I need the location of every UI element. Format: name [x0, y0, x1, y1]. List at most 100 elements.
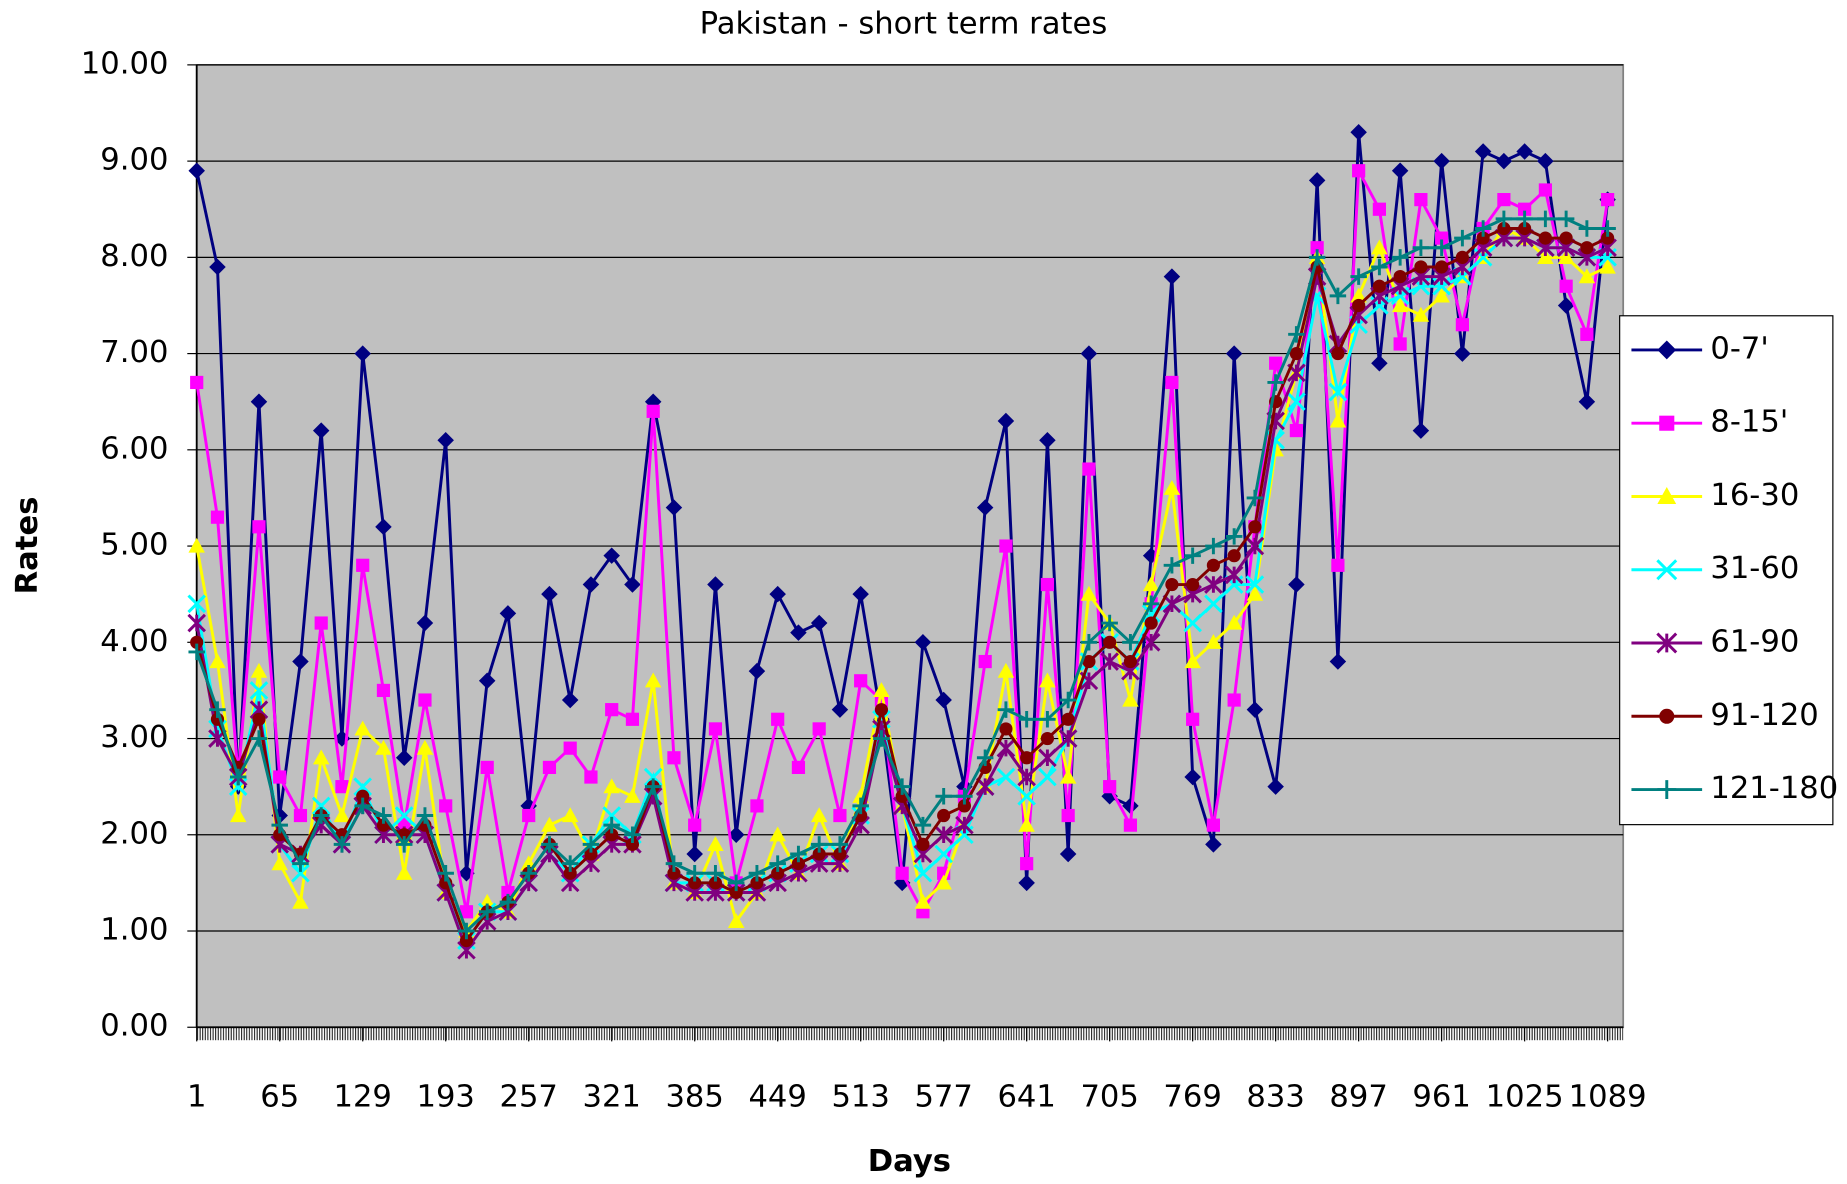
marker — [1352, 164, 1366, 178]
marker — [1186, 712, 1200, 726]
marker — [976, 499, 994, 516]
marker — [375, 739, 392, 755]
marker — [957, 799, 972, 813]
marker — [812, 722, 826, 736]
marker — [893, 778, 911, 795]
marker — [1206, 558, 1221, 572]
legend-label: 91-120 — [1710, 698, 1818, 733]
marker — [1142, 576, 1160, 592]
marker — [187, 594, 207, 614]
marker — [1474, 143, 1492, 160]
marker — [273, 770, 287, 784]
marker — [1186, 577, 1200, 592]
x-tick-label: 65 — [260, 1079, 299, 1114]
marker — [1435, 260, 1449, 274]
marker — [1578, 268, 1596, 284]
marker — [1038, 748, 1057, 768]
x-tick-label: 257 — [499, 1079, 557, 1114]
marker — [1656, 632, 1678, 654]
marker — [1205, 537, 1222, 555]
marker — [333, 836, 351, 853]
marker — [1141, 633, 1161, 652]
x-tick-label: 577 — [914, 1079, 972, 1114]
marker — [209, 258, 226, 276]
marker — [810, 807, 828, 823]
legend-label: 61-90 — [1710, 625, 1799, 660]
marker — [688, 818, 702, 832]
marker — [729, 885, 743, 900]
marker — [1308, 249, 1326, 266]
marker — [810, 836, 828, 853]
marker — [999, 722, 1013, 736]
marker — [312, 807, 330, 824]
marker — [416, 739, 434, 755]
marker — [499, 893, 517, 911]
marker — [750, 799, 764, 813]
x-tick-label: 193 — [416, 1079, 474, 1114]
marker — [602, 806, 621, 825]
marker — [584, 847, 598, 861]
marker — [1495, 210, 1513, 228]
marker — [354, 720, 371, 736]
marker — [1246, 489, 1264, 507]
marker — [478, 672, 496, 690]
marker — [561, 807, 579, 823]
marker — [1165, 577, 1179, 592]
marker — [976, 749, 994, 767]
marker — [1123, 818, 1138, 832]
marker — [624, 576, 641, 593]
marker — [667, 866, 681, 880]
marker — [874, 703, 889, 717]
marker — [1455, 318, 1469, 332]
marker — [188, 643, 205, 661]
marker — [643, 767, 663, 787]
marker — [1414, 260, 1428, 274]
marker — [1516, 143, 1533, 160]
marker — [1601, 193, 1615, 207]
marker — [624, 788, 641, 803]
marker — [1248, 520, 1262, 534]
marker — [1580, 241, 1594, 255]
legend-label: 8-15' — [1710, 405, 1788, 440]
marker — [1537, 249, 1554, 264]
marker — [605, 703, 619, 717]
marker — [1204, 575, 1223, 594]
marker — [934, 825, 953, 845]
marker — [833, 847, 847, 861]
marker — [1557, 210, 1575, 228]
marker — [1017, 786, 1036, 806]
marker — [852, 797, 869, 815]
marker — [1518, 202, 1532, 216]
marker — [1433, 239, 1450, 256]
x-tick-label: 769 — [1163, 1079, 1221, 1114]
marker — [1101, 614, 1118, 632]
marker — [561, 855, 579, 872]
marker — [1225, 528, 1243, 545]
marker — [644, 672, 662, 688]
legend-label: 16-30 — [1710, 478, 1799, 513]
marker — [935, 788, 952, 805]
marker — [1578, 393, 1596, 410]
marker — [1038, 767, 1057, 787]
y-tick-label: 2.00 — [100, 816, 168, 851]
marker — [1412, 306, 1430, 322]
marker — [1122, 691, 1139, 707]
marker — [1372, 202, 1386, 216]
marker — [312, 749, 330, 765]
marker — [1245, 536, 1265, 556]
marker — [542, 760, 557, 775]
marker — [1267, 778, 1284, 795]
y-tick-label: 3.00 — [100, 720, 168, 755]
marker — [997, 662, 1015, 678]
marker — [667, 751, 681, 765]
marker — [1039, 711, 1056, 728]
marker — [1224, 565, 1244, 585]
marker — [1039, 672, 1056, 688]
marker — [625, 712, 640, 726]
marker — [376, 683, 391, 698]
marker — [1454, 345, 1471, 362]
marker — [1538, 183, 1552, 197]
marker — [1080, 345, 1098, 362]
marker — [584, 770, 598, 784]
marker — [1659, 415, 1675, 431]
